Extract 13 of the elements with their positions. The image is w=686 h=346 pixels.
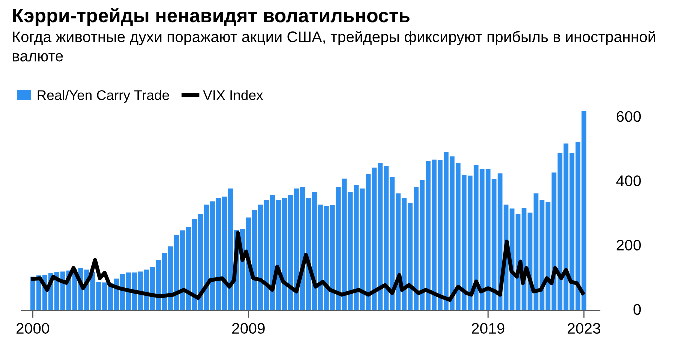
chart-title: Кэрри-трейды ненавидят волатильность [13,8,410,27]
line-series [31,231,585,302]
x-tick-label: 2019 [472,323,505,334]
y-tick-label: 400 [616,176,642,186]
chart-subtitle: Когда животные духи поражают акции США, трейдеры фиксируют прибыль в иностранной валюте [13,31,656,62]
y-tick-label: 600 [616,111,642,122]
legend-label: Real/Yen Carry Trade [38,90,170,104]
x-tick-label: 2009 [232,323,265,334]
x-tick-label: 2000 [16,323,50,334]
legend-label: VIX Index [203,90,264,100]
x-tick-label: 2023 [568,323,601,334]
y-tick-label: 200 [616,240,642,251]
y-tick-label: 0 [634,304,642,316]
